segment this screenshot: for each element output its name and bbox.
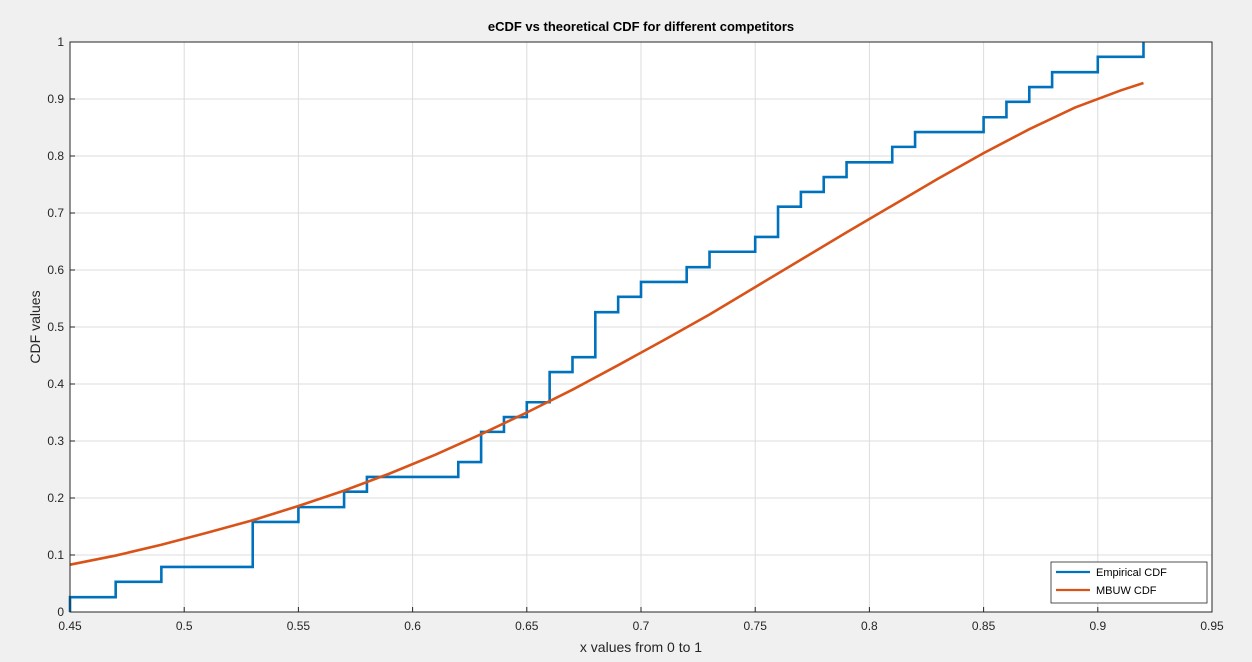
y-tick-label: 0.3 (47, 434, 64, 448)
y-tick-label: 0.7 (47, 206, 64, 220)
x-tick-label: 0.75 (744, 619, 768, 633)
y-tick-labels: 0 0.1 0.2 0.3 0.4 0.5 0.6 0.7 0.8 0.9 1 (47, 35, 64, 619)
x-axis-label: x values from 0 to 1 (580, 639, 702, 655)
legend-box (1050, 561, 1208, 604)
y-tick-label: 0.6 (47, 263, 64, 277)
y-tick-label: 0.5 (47, 320, 64, 334)
axes-box (69, 41, 1213, 613)
series-line-mbuw-cdf (69, 81, 1144, 566)
x-tick-label: 0.95 (1200, 619, 1224, 633)
x-tick-label: 0.8 (861, 619, 878, 633)
y-axis-label: CDF values (27, 290, 43, 363)
y-tick-label: 0.1 (47, 548, 64, 562)
chart-title: eCDF vs theoretical CDF for different co… (488, 19, 794, 34)
y-tick-label: 0.9 (47, 92, 64, 106)
legend-label-mbuw-cdf: MBUW CDF (1096, 585, 1157, 597)
y-tick-label: 0.2 (47, 491, 64, 505)
x-tick-label: 0.9 (1089, 619, 1106, 633)
x-tick-labels: 0.45 0.5 0.55 0.6 0.65 0.7 0.75 0.8 0.85 0.9 0.95 (58, 619, 1224, 633)
x-tick-label: 0.6 (404, 619, 421, 633)
x-tick-label: 0.5 (176, 619, 193, 633)
legend-label-empirical-cdf: Empirical CDF (1096, 567, 1167, 579)
x-tick-label: 0.45 (58, 619, 82, 633)
x-tick-label: 0.85 (972, 619, 996, 633)
y-tick-label: 1 (57, 35, 64, 49)
legend: Empirical CDF MBUW CDF (1050, 561, 1208, 604)
series-line-empirical-cdf (68, 42, 1145, 612)
x-tick-label: 0.55 (287, 619, 311, 633)
x-tick-label: 0.65 (515, 619, 539, 633)
series-layer (68, 42, 1145, 612)
y-tick-label: 0.8 (47, 149, 64, 163)
x-tick-label: 0.7 (633, 619, 650, 633)
grid-lines (69, 41, 1213, 613)
y-tick-label: 0.4 (47, 377, 64, 391)
y-tick-label: 0 (57, 605, 64, 619)
